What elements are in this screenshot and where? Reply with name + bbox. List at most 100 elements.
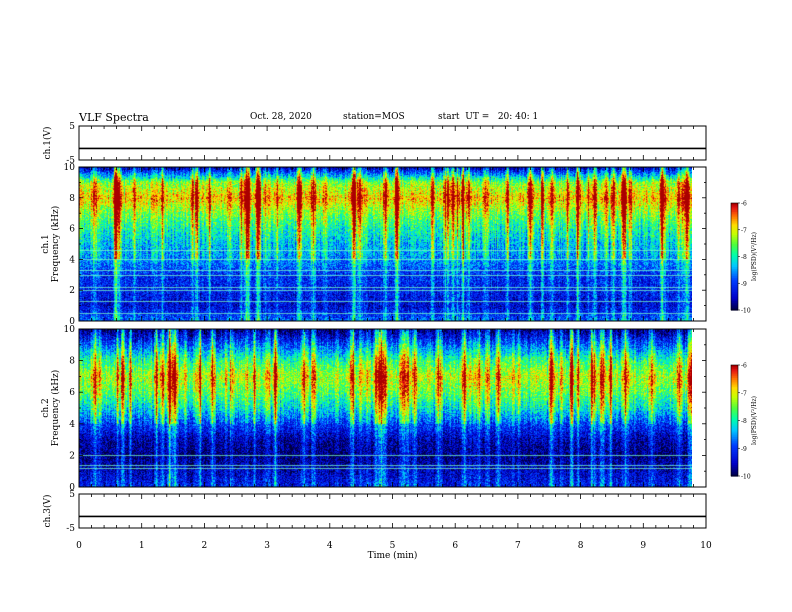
colorbar-cell: [731, 448, 738, 451]
ch1-spectrogram-panel: 0 2 4 6 8 10 ch.1 Frequency (kHz): [41, 163, 707, 327]
y-tick-label: 4: [69, 255, 75, 265]
y-axis-label: ch.3(V): [42, 495, 53, 528]
ch1-waveform-panel: 5 -5 ch.1(V): [42, 122, 707, 166]
colorbar-cell: [731, 299, 738, 302]
colorbar-cell: [731, 414, 738, 418]
colorbar-tick-label: -7: [741, 227, 747, 234]
colorbar-cell: [731, 376, 738, 379]
colorbar-cell: [731, 238, 738, 242]
colorbar-cell: [731, 283, 738, 286]
colorbar-cell: [731, 219, 738, 222]
colorbar-cell: [731, 308, 738, 311]
colorbar-cell: [731, 240, 738, 243]
colorbar-cell: [731, 244, 738, 247]
x-tick-label: 0: [76, 541, 82, 551]
colorbar-cell: [731, 440, 738, 444]
ch1-spectrogram-image: [79, 167, 692, 321]
y-tick-label: 5: [69, 490, 75, 500]
colorbar-cell: [731, 474, 738, 477]
colorbar-cell: [731, 279, 738, 283]
recording-date: Oct. 28, 2020: [250, 112, 312, 122]
colorbar-cell: [731, 251, 738, 254]
colorbar-cell: [731, 306, 738, 309]
colorbar-cell: [731, 233, 738, 236]
colorbar-cell: [731, 405, 738, 409]
colorbar-cell: [731, 377, 738, 381]
colorbar-cell: [731, 288, 738, 291]
ch2-spectrogram-colorbar: -6 -7 -8 -9 -10 log(PSD)(V²/Hz): [730, 363, 758, 481]
colorbar-tick-label: -6: [741, 363, 747, 370]
colorbar-cell: [731, 433, 738, 436]
colorbar-cell: [731, 226, 738, 229]
colorbar-cell: [731, 374, 738, 377]
colorbar-cell: [731, 450, 738, 453]
x-tick-label: 5: [390, 541, 396, 551]
colorbar-cell: [731, 285, 738, 288]
colorbar-cell: [731, 231, 738, 234]
colorbar-cell: [731, 387, 738, 390]
y-tick-label: 4: [69, 420, 75, 430]
y-tick-label: 10: [64, 325, 76, 335]
colorbar-cell: [731, 444, 738, 447]
y-axis-label: ch.1(V): [42, 127, 53, 160]
colorbar-cell: [731, 416, 738, 420]
ch1-spectrogram-blank: [692, 167, 706, 321]
colorbar-cell: [731, 217, 738, 220]
colorbar-tick-label: -8: [741, 254, 747, 261]
colorbar-cell: [731, 394, 738, 398]
colorbar-cell: [731, 446, 738, 449]
x-tick-label: 8: [578, 541, 584, 551]
colorbar-tick-label: -7: [741, 390, 747, 397]
colorbar-cell: [731, 468, 738, 472]
colorbar-cell: [731, 276, 738, 279]
colorbar-cell: [731, 267, 738, 270]
colorbar-cell: [731, 227, 738, 231]
colorbar-cell: [731, 426, 738, 429]
colorbar-cell: [731, 263, 738, 267]
ch1-waveform-frame: [78, 125, 707, 161]
x-tick-label: 10: [700, 541, 712, 551]
colorbar-tick-label: -10: [741, 308, 751, 315]
colorbar-cell: [731, 286, 738, 290]
colorbar-cell: [731, 297, 738, 300]
colorbar-cell: [731, 442, 738, 446]
y-tick-label: 6: [69, 225, 75, 235]
colorbar-cell: [731, 466, 738, 470]
colorbar-cell: [731, 422, 738, 425]
colorbar-cell: [731, 304, 738, 308]
x-tick-label: 4: [327, 541, 333, 551]
colorbar-cell: [731, 222, 738, 225]
colorbar-tick-label: -9: [741, 446, 747, 453]
colorbar-cell: [731, 396, 738, 399]
colorbar-cell: [731, 249, 738, 252]
colorbar-cell: [731, 402, 738, 405]
colorbar-cell: [731, 252, 738, 256]
colorbar-cell: [731, 366, 738, 370]
colorbar-cell: [731, 389, 738, 392]
colorbar-cell: [731, 265, 738, 268]
colorbar-cell: [731, 459, 738, 462]
colorbar-tick-label: -6: [741, 201, 747, 208]
colorbar-cell: [731, 409, 738, 412]
colorbar-cell: [731, 457, 738, 460]
colorbar-cell: [731, 368, 738, 372]
colorbar-cell: [731, 274, 738, 277]
colorbar-tick-label: -10: [741, 474, 751, 481]
colorbar-cell: [731, 398, 738, 401]
y-tick-label: 10: [64, 163, 76, 173]
ch1-spectrogram-colorbar: -6 -7 -8 -9 -10 log(PSD)(V²/Hz): [730, 201, 758, 315]
colorbar-cell: [731, 392, 738, 396]
x-tick-label: 1: [139, 541, 145, 551]
y-tick-label: -5: [66, 156, 75, 166]
colorbar-cell: [731, 256, 738, 259]
colorbar-cell: [731, 245, 738, 249]
colorbar-cell: [731, 379, 738, 383]
ch2-spectrogram-blank: [692, 329, 706, 487]
colorbar-cell: [731, 463, 738, 466]
colorbar-tick-label: -9: [741, 281, 747, 288]
colorbar-cell: [731, 211, 738, 215]
y-tick-label: 2: [69, 451, 75, 461]
ch3-waveform-frame: [78, 493, 707, 529]
colorbar-cell: [731, 254, 738, 258]
